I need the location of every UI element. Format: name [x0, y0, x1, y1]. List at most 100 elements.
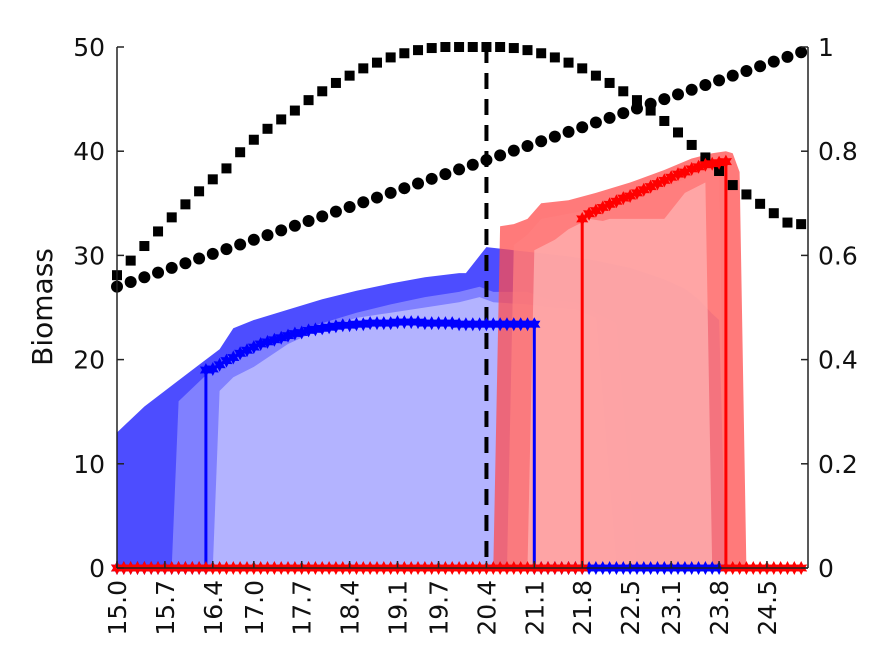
x-tick-label: 15.0: [103, 580, 132, 636]
data-point: [700, 152, 711, 163]
y2-tick-label: 0: [818, 554, 834, 583]
x-tick-label: 23.1: [657, 580, 686, 636]
data-point: [768, 208, 779, 219]
data-point: [651, 176, 664, 191]
x-tick-label: 22.5: [616, 580, 645, 636]
data-point: [385, 52, 396, 63]
data-point: [589, 116, 602, 129]
data-point: [549, 52, 560, 63]
data-point: [412, 315, 425, 330]
data-point: [261, 229, 274, 242]
data-point: [535, 135, 548, 148]
data-point: [548, 130, 561, 143]
data-point: [275, 330, 288, 345]
data-point: [350, 317, 363, 332]
data-point: [637, 182, 650, 197]
data-point: [481, 42, 492, 52]
data-point: [645, 105, 656, 116]
data-point: [234, 238, 247, 251]
data-point: [589, 203, 602, 218]
x-tick-label: 18.4: [336, 580, 365, 636]
data-point: [358, 63, 369, 74]
data-point: [678, 165, 691, 179]
data-point: [713, 74, 726, 87]
y2-tick-label: 0.8: [818, 137, 858, 166]
data-point: [330, 77, 341, 88]
data-point: [521, 139, 534, 152]
data-point: [596, 200, 609, 215]
data-point: [207, 174, 218, 185]
y-tick-label: 40: [73, 137, 105, 166]
data-point: [440, 42, 451, 52]
data-point: [343, 200, 356, 213]
data-point: [563, 57, 574, 68]
data-point: [370, 191, 383, 204]
data-point: [384, 316, 397, 331]
data-point: [412, 177, 425, 190]
data-point: [357, 317, 370, 332]
x-tick-label: 23.8: [705, 580, 734, 636]
y2-tick-label: 1: [818, 33, 834, 62]
data-point: [138, 271, 151, 284]
data-point: [276, 114, 287, 125]
data-point: [576, 121, 589, 134]
x-tick-label: 24.5: [753, 580, 782, 636]
data-point: [302, 323, 315, 338]
data-point: [500, 317, 513, 332]
data-point: [795, 46, 808, 59]
data-point: [644, 179, 657, 194]
data-point: [630, 102, 643, 115]
data-point: [659, 115, 670, 126]
x-tick-label: 19.1: [384, 580, 413, 636]
data-point: [220, 353, 233, 368]
data-point: [262, 123, 273, 134]
data-point: [364, 316, 377, 331]
data-point: [289, 105, 300, 116]
data-point: [317, 86, 328, 97]
data-point: [220, 243, 233, 256]
data-point: [166, 212, 177, 223]
x-tick-label: 21.8: [568, 580, 597, 636]
series-black-circle: [111, 46, 808, 293]
data-point: [206, 247, 219, 260]
data-point: [508, 43, 519, 54]
data-point: [398, 182, 411, 195]
data-point: [194, 186, 205, 197]
data-point: [275, 224, 288, 237]
data-point: [206, 362, 219, 376]
data-point: [213, 357, 226, 372]
data-point: [165, 261, 178, 274]
data-point: [413, 45, 424, 56]
y-axis-label: Biomass: [26, 248, 59, 366]
x-tick-label: 17.0: [240, 580, 269, 636]
data-point: [268, 332, 281, 347]
data-point: [673, 127, 684, 138]
data-point: [672, 88, 685, 101]
data-point: [583, 206, 596, 221]
y2-tick-label: 0.2: [818, 450, 858, 479]
data-point: [139, 241, 150, 252]
data-point: [692, 159, 705, 174]
data-point: [685, 83, 698, 96]
data-point: [336, 318, 349, 333]
data-point: [714, 165, 725, 176]
data-point: [466, 317, 479, 332]
data-point: [329, 319, 342, 334]
data-point: [528, 317, 541, 332]
data-point: [316, 210, 329, 223]
data-point: [603, 197, 616, 212]
data-point: [740, 64, 753, 77]
data-point: [254, 337, 267, 351]
data-point: [377, 316, 390, 331]
x-tick-label: 21.1: [520, 580, 549, 636]
data-point: [221, 163, 232, 174]
data-point: [247, 233, 260, 246]
data-point: [446, 316, 459, 331]
data-point: [235, 147, 246, 158]
data-point: [370, 316, 383, 331]
data-point: [473, 317, 486, 332]
data-point: [391, 315, 404, 330]
data-point: [425, 172, 438, 185]
data-point: [781, 50, 794, 63]
